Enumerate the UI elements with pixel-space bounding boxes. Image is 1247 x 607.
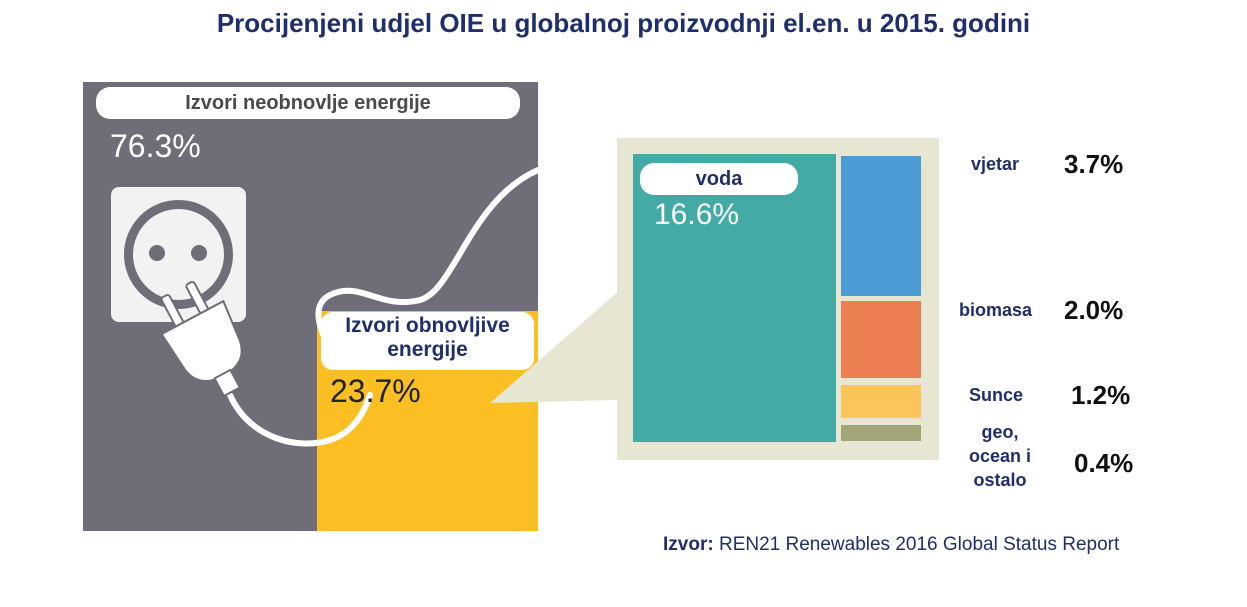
source-text: REN21 Renewables 2016 Global Status Repo… bbox=[718, 534, 1120, 555]
renewable-label-line2: energije bbox=[387, 338, 468, 361]
legend-label-biomasa: biomasa bbox=[959, 300, 1033, 320]
socket-icon bbox=[111, 187, 246, 322]
legend-value-geo: 0.4% bbox=[1074, 448, 1134, 478]
legend-label-geo-line1: geo, bbox=[981, 422, 1019, 442]
tile-voda bbox=[633, 154, 836, 442]
chart-title: Procijenjeni udjel OIE u globalnoj proiz… bbox=[216, 8, 1031, 38]
legend-label-sunce: Sunce bbox=[969, 385, 1024, 405]
legend-label-geo: geo, ocean i ostalo bbox=[955, 420, 1045, 492]
legend-value-vjetar: 3.7% bbox=[1064, 149, 1124, 179]
nonrenewable-label: Izvori neobnovlje energije bbox=[96, 87, 520, 119]
tile-vjetar bbox=[841, 156, 921, 296]
legend-value-biomasa: 2.0% bbox=[1064, 295, 1124, 325]
renewable-label-line1: Izvori obnovljive bbox=[345, 314, 510, 337]
source-prefix: Izvor: bbox=[663, 534, 714, 555]
renewable-value: 23.7% bbox=[330, 373, 421, 409]
hydro-label: voda bbox=[640, 163, 798, 195]
hydro-value: 16.6% bbox=[654, 198, 740, 231]
source-note: Izvor: REN21 Renewables 2016 Global Stat… bbox=[663, 534, 1119, 556]
legend-value-sunce: 1.2% bbox=[1071, 380, 1131, 410]
tile-biomasa bbox=[841, 301, 921, 378]
renewable-label: Izvori obnovljive energije bbox=[321, 312, 534, 370]
legend-label-geo-line2: ocean i bbox=[968, 446, 1032, 466]
tile-sunce bbox=[841, 385, 921, 418]
legend-label-vjetar: vjetar bbox=[971, 154, 1020, 174]
legend-label-geo-line3: ostalo bbox=[973, 470, 1027, 490]
tile-geo bbox=[841, 425, 921, 441]
nonrenewable-value: 76.3% bbox=[110, 128, 201, 164]
